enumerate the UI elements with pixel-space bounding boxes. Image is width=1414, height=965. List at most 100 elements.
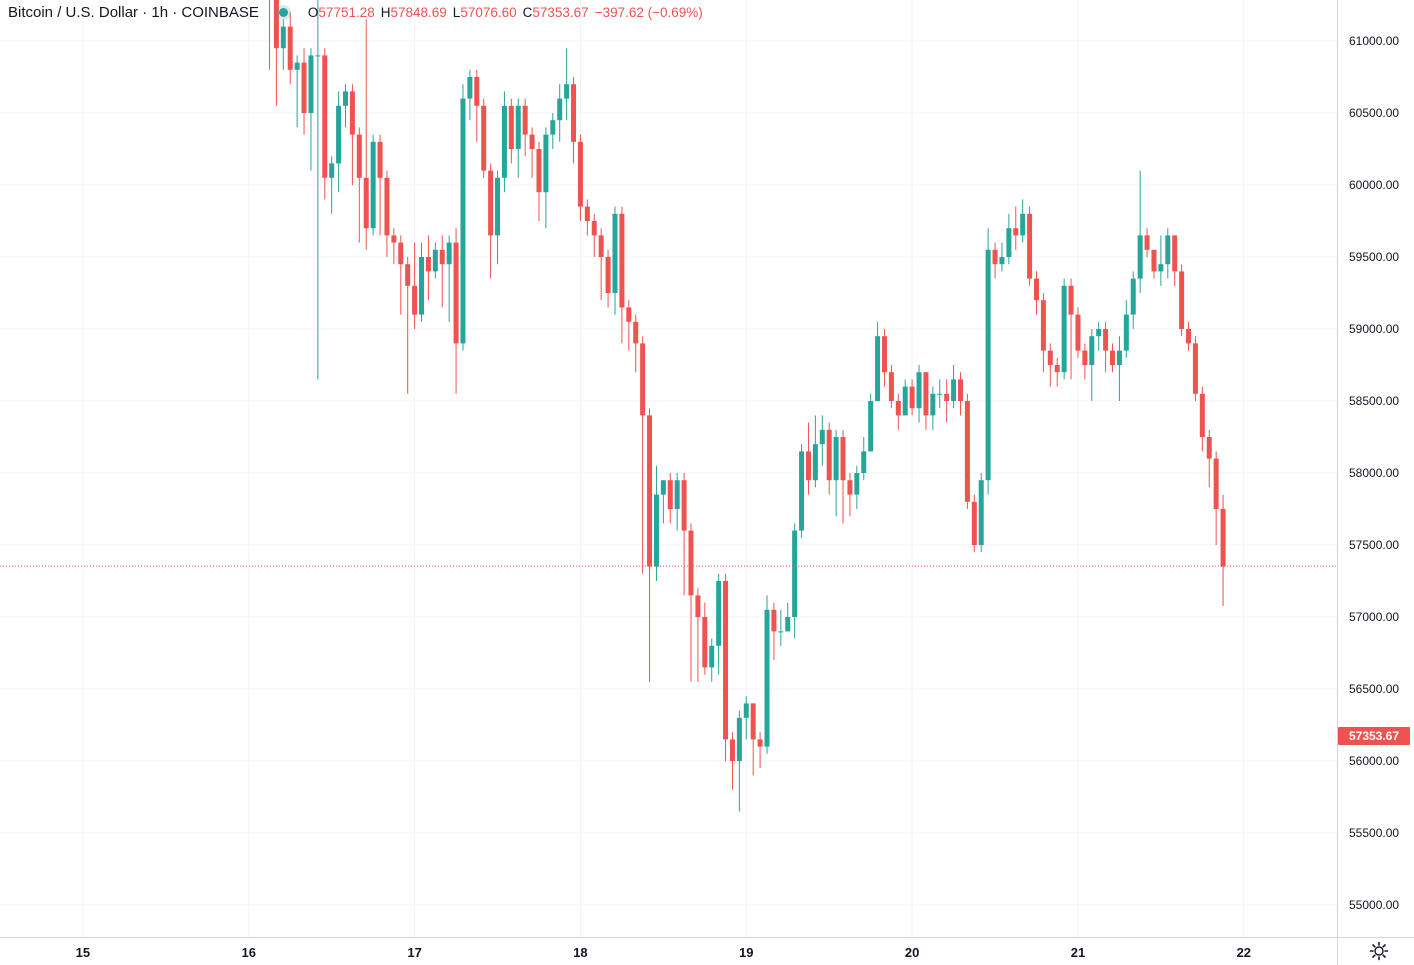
candle-body <box>308 55 314 113</box>
candle-body <box>446 242 452 265</box>
candle-body <box>405 264 411 286</box>
candle-body <box>667 480 673 509</box>
candle-body <box>985 249 991 481</box>
price-axis[interactable]: 55000.00 55500.00 56000.00 56500.00 57000.00… <box>1337 0 1400 965</box>
candle-body <box>957 379 963 401</box>
candle-body <box>971 501 977 545</box>
y-tick-label: 55500.00 <box>1349 826 1399 840</box>
candle-body <box>1213 458 1219 509</box>
symbol-title[interactable]: Bitcoin / U.S. Dollar · 1h · COINBASE <box>8 4 259 21</box>
candle <box>916 365 922 423</box>
candle <box>405 257 411 394</box>
candle-body <box>647 415 653 567</box>
candle-body <box>736 717 742 761</box>
candle <box>895 393 901 430</box>
candle <box>543 127 549 229</box>
candle-body <box>343 91 348 106</box>
candle-body <box>536 149 542 193</box>
candle-body <box>273 0 279 49</box>
candle <box>605 249 611 308</box>
candle-body <box>1186 329 1192 344</box>
candle-body <box>833 437 839 481</box>
candle <box>446 235 452 322</box>
time-axis[interactable]: 15 16 17 18 19 20 21 22 <box>0 937 1414 961</box>
x-tick-label: 19 <box>739 945 753 960</box>
candle-body <box>612 213 618 293</box>
candle-body <box>384 177 390 236</box>
high-value: 57848.69 <box>390 5 447 20</box>
candle-body <box>909 386 915 409</box>
candle <box>370 134 376 236</box>
candle-body <box>1220 508 1226 567</box>
candle <box>833 429 839 517</box>
candle <box>640 336 646 574</box>
candle-body <box>1103 329 1109 351</box>
gear-icon[interactable] <box>1369 941 1389 961</box>
candle <box>1061 278 1067 380</box>
candle <box>287 12 293 85</box>
candle-body <box>750 703 756 740</box>
candle <box>329 156 335 214</box>
candle <box>868 393 874 452</box>
candle-body <box>1027 213 1033 279</box>
candle <box>1040 293 1046 373</box>
candle-body <box>329 163 335 178</box>
candle-body <box>1151 249 1157 272</box>
candle-body <box>951 379 957 401</box>
y-tick-label: 56000.00 <box>1349 754 1399 768</box>
candle <box>453 228 459 394</box>
candle-body <box>315 55 321 57</box>
candle-body <box>1034 278 1039 301</box>
candle-body <box>992 249 998 265</box>
candle-body <box>501 105 507 178</box>
candle <box>474 69 480 142</box>
candle-body <box>964 401 970 502</box>
candle-body <box>653 494 659 567</box>
candle-body <box>1054 365 1060 373</box>
candle <box>377 134 383 236</box>
candle <box>1089 329 1095 401</box>
candle-body <box>1089 336 1095 365</box>
candle-body <box>370 141 376 229</box>
candle <box>432 242 438 279</box>
candle <box>536 141 542 221</box>
y-tick-label: 59500.00 <box>1349 250 1399 264</box>
candle <box>937 379 943 409</box>
candle <box>1013 206 1019 250</box>
candle-body <box>294 62 300 70</box>
candle <box>909 379 915 416</box>
candle <box>847 473 853 517</box>
candle <box>301 48 307 135</box>
low-label: L <box>452 5 461 20</box>
candle-body <box>1020 213 1026 236</box>
candle <box>412 242 418 329</box>
candle <box>778 609 784 646</box>
market-status-icon <box>278 8 288 17</box>
candle-body <box>757 739 763 747</box>
candle <box>1006 213 1012 265</box>
candle <box>1068 278 1074 380</box>
candle <box>1054 357 1060 387</box>
candle <box>674 473 680 531</box>
candle <box>308 48 314 171</box>
candle-body <box>584 206 590 221</box>
candle <box>1151 249 1157 279</box>
y-tick-label: 59000.00 <box>1349 322 1399 336</box>
candle <box>626 300 632 351</box>
candle <box>1103 321 1109 373</box>
candle <box>805 422 811 495</box>
x-tick-label: 17 <box>407 945 421 960</box>
candle <box>1034 271 1039 315</box>
candle <box>481 98 487 178</box>
candle <box>971 494 977 553</box>
candle-body <box>1061 285 1067 373</box>
candle-body <box>543 134 549 193</box>
candle <box>268 0 270 70</box>
candle <box>1082 343 1088 380</box>
candle <box>985 228 991 495</box>
candle <box>1213 451 1219 545</box>
candle-body <box>771 609 777 632</box>
candle <box>584 199 590 236</box>
candle <box>488 163 494 279</box>
